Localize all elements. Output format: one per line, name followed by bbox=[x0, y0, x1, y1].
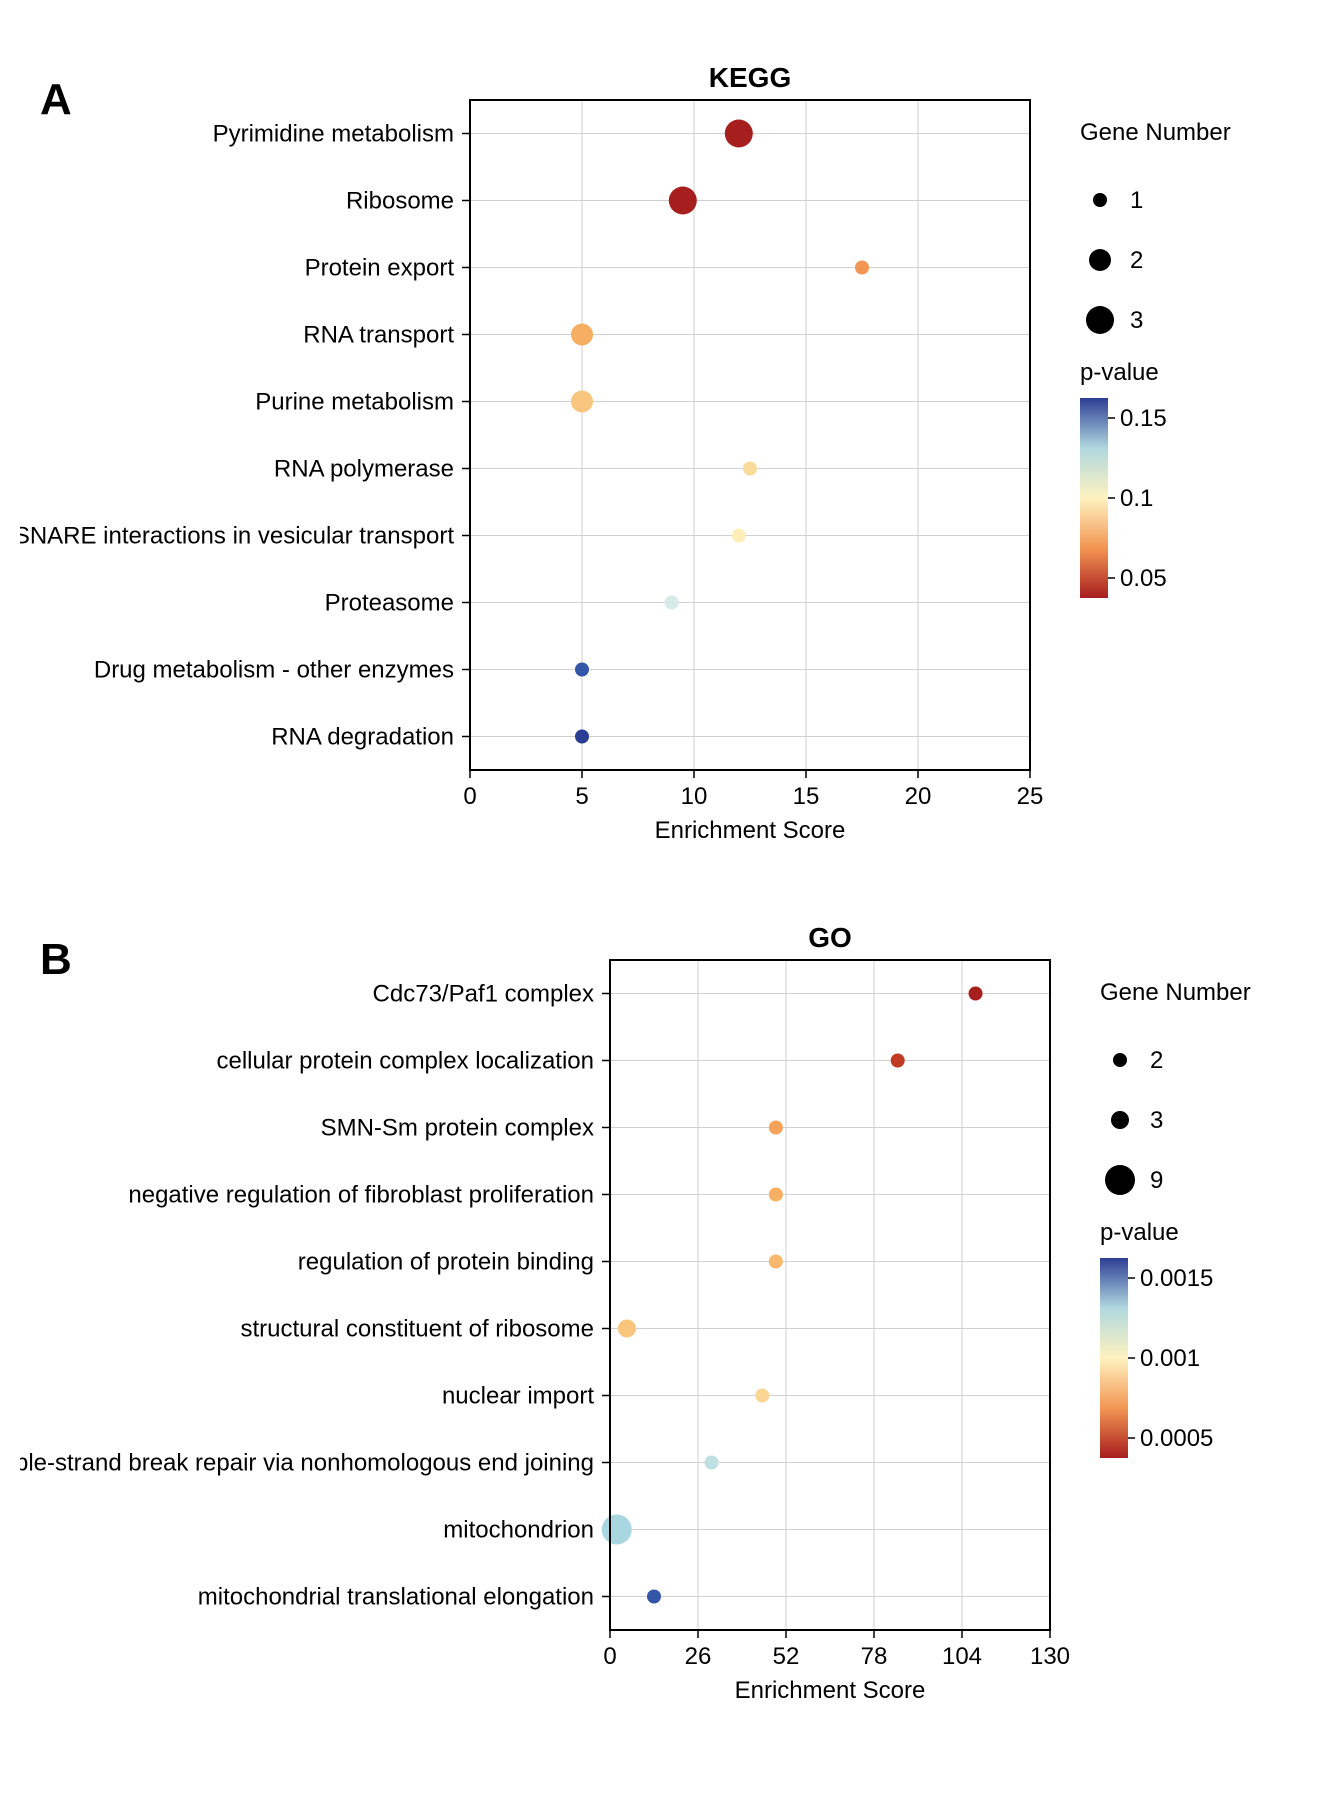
svg-text:p-value: p-value bbox=[1100, 1219, 1179, 1246]
svg-text:Enrichment Score: Enrichment Score bbox=[735, 1677, 926, 1704]
svg-text:9: 9 bbox=[1150, 1167, 1163, 1194]
svg-text:0.001: 0.001 bbox=[1140, 1345, 1200, 1372]
svg-text:0.0015: 0.0015 bbox=[1140, 1265, 1213, 1292]
svg-text:0.0005: 0.0005 bbox=[1140, 1425, 1213, 1452]
svg-text:regulation of protein binding: regulation of protein binding bbox=[298, 1249, 594, 1276]
svg-text:52: 52 bbox=[773, 1643, 800, 1670]
svg-text:3: 3 bbox=[1150, 1107, 1163, 1134]
svg-text:Cdc73/Paf1 complex: Cdc73/Paf1 complex bbox=[373, 981, 594, 1008]
panel-b-chart: 0 26 52 78 104 130 Cdc73/Paf1 complex cellular … bbox=[20, 20, 1338, 1800]
svg-text:130: 130 bbox=[1030, 1643, 1070, 1670]
svg-text:0: 0 bbox=[603, 1643, 616, 1670]
svg-text:mitochondrion: mitochondrion bbox=[443, 1517, 594, 1544]
svg-text:nuclear import: nuclear import bbox=[442, 1383, 594, 1410]
figure-container: A KEGG 0510152025Pyrimidine metabolismRi… bbox=[20, 20, 1338, 1800]
svg-text:cellular protein complex local: cellular protein complex localization bbox=[216, 1048, 594, 1075]
svg-text:double-strand break repair via: double-strand break repair via nonhomolo… bbox=[20, 1450, 594, 1477]
svg-text:Gene Number: Gene Number bbox=[1100, 979, 1251, 1006]
svg-text:2: 2 bbox=[1150, 1047, 1163, 1074]
svg-text:mitochondrial translational el: mitochondrial translational elongation bbox=[198, 1584, 594, 1611]
svg-text:78: 78 bbox=[861, 1643, 888, 1670]
svg-text:negative regulation of fibrobl: negative regulation of fibroblast prolif… bbox=[128, 1182, 594, 1209]
svg-text:104: 104 bbox=[942, 1643, 982, 1670]
svg-text:structural constituent of ribo: structural constituent of ribosome bbox=[241, 1316, 595, 1343]
svg-text:SMN-Sm protein complex: SMN-Sm protein complex bbox=[321, 1115, 594, 1142]
svg-text:26: 26 bbox=[685, 1643, 712, 1670]
